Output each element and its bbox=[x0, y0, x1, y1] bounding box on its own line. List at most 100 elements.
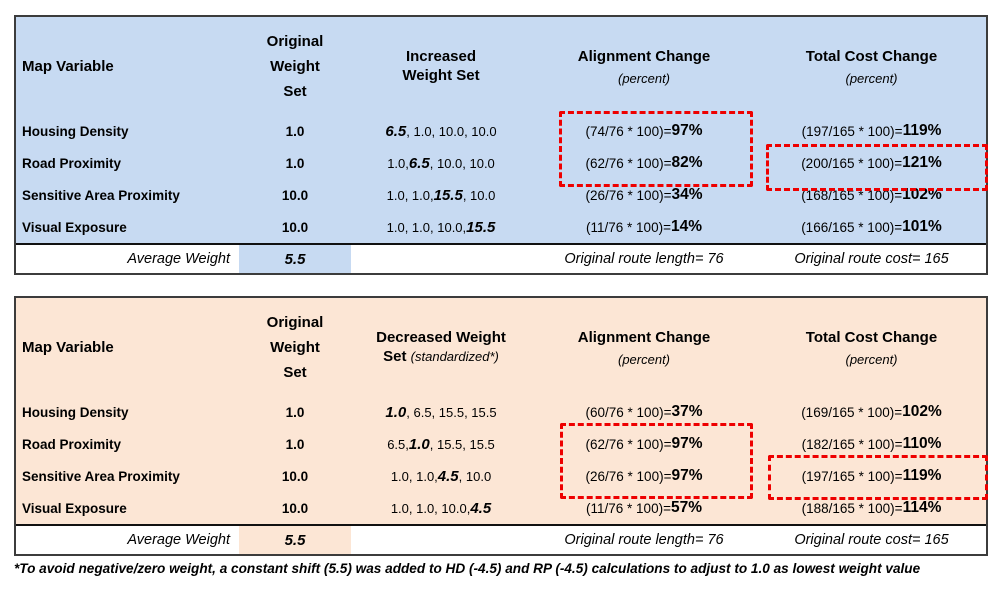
header-weight-set-note: (standardized*) bbox=[410, 349, 499, 364]
alignment-change-cell: (62/76 * 100)= 97% bbox=[531, 428, 757, 460]
table-row: Housing Density 1.0 1.0 , 6.5, 15.5, 15.… bbox=[16, 396, 986, 428]
original-route-length: Original route length= 76 bbox=[564, 532, 724, 548]
header-original-weight-line2: Weight bbox=[270, 338, 320, 356]
weight-set-changed-value: 4.5 bbox=[470, 499, 492, 517]
table-row: Road Proximity 1.0 6.5, 1.0 , 15.5, 15.5… bbox=[16, 428, 986, 460]
alignment-change-cell: (26/76 * 100)= 34% bbox=[531, 179, 757, 211]
table-row: Visual Exposure 10.0 1.0, 1.0, 10.0, 4.5… bbox=[16, 492, 986, 524]
table-footer-row: Average Weight 5.5 Original route length… bbox=[16, 524, 986, 554]
map-variable-cell: Visual Exposure bbox=[22, 500, 127, 516]
header-weight-set-line2: Set (standardized*) bbox=[383, 347, 499, 366]
map-variable-cell: Housing Density bbox=[22, 123, 129, 139]
cost-formula: (166/165 * 100)= bbox=[801, 219, 903, 235]
map-variable-cell: Sensitive Area Proximity bbox=[22, 468, 180, 484]
weight-set-after: , 1.0, 10.0, 10.0 bbox=[406, 123, 497, 139]
original-weight-cell: 10.0 bbox=[281, 468, 309, 484]
weight-set-cell: 6.5, 1.0 , 15.5, 15.5 bbox=[351, 428, 531, 460]
table-row: Visual Exposure 10.0 1.0, 1.0, 10.0, 15.… bbox=[16, 211, 986, 243]
cost-percent: 121% bbox=[902, 154, 942, 171]
alignment-percent: 14% bbox=[670, 218, 702, 235]
weight-set-after: , 10.0 bbox=[458, 468, 492, 484]
cost-change-cell: (169/165 * 100)= 102% bbox=[757, 396, 986, 428]
original-weight-cell: 1.0 bbox=[285, 123, 305, 139]
alignment-change-cell: (74/76 * 100)= 97% bbox=[531, 115, 757, 147]
cost-change-cell: (200/165 * 100)= 121% bbox=[757, 147, 986, 179]
cost-formula: (188/165 * 100)= bbox=[801, 500, 903, 516]
cost-change-cell: (197/165 * 100)= 119% bbox=[757, 115, 986, 147]
weight-set-cell: 6.5 , 1.0, 10.0, 10.0 bbox=[351, 115, 531, 147]
header-weight-set: Increased Weight Set bbox=[351, 17, 531, 115]
cost-formula: (169/165 * 100)= bbox=[801, 404, 903, 420]
average-weight-label: Average Weight bbox=[127, 251, 230, 267]
header-total-cost-change: Total Cost Change (percent) bbox=[757, 17, 986, 115]
alignment-change-cell: (11/76 * 100)= 14% bbox=[531, 211, 757, 243]
cost-change-cell: (182/165 * 100)= 110% bbox=[757, 428, 986, 460]
cost-formula: (168/165 * 100)= bbox=[801, 187, 903, 203]
weight-set-after: , 6.5, 15.5, 15.5 bbox=[406, 404, 497, 420]
average-weight-label: Average Weight bbox=[127, 532, 230, 548]
weight-set-changed-value: 15.5 bbox=[466, 218, 496, 236]
header-original-weight-line1: Original bbox=[266, 32, 324, 50]
header-alignment-subtitle: (percent) bbox=[617, 351, 671, 367]
alignment-change-cell: (60/76 * 100)= 37% bbox=[531, 396, 757, 428]
header-weight-set-line2-text: Set bbox=[383, 348, 407, 365]
weight-set-changed-value: 1.0 bbox=[385, 403, 407, 421]
cost-formula: (197/165 * 100)= bbox=[801, 468, 903, 484]
alignment-percent: 57% bbox=[670, 499, 702, 516]
weight-set-after: , 10.0 bbox=[462, 187, 496, 203]
alignment-percent: 34% bbox=[671, 186, 703, 203]
header-original-weight-line1: Original bbox=[266, 313, 324, 331]
map-variable-cell: Road Proximity bbox=[22, 155, 122, 171]
weight-set-cell: 1.0, 1.0, 15.5 , 10.0 bbox=[351, 179, 531, 211]
alignment-percent: 97% bbox=[671, 467, 703, 484]
map-variable-cell: Visual Exposure bbox=[22, 219, 127, 235]
cost-percent: 102% bbox=[902, 403, 942, 420]
table-header-row: Map Variable Original Weight Set Decreas… bbox=[16, 298, 986, 396]
alignment-percent: 37% bbox=[671, 403, 703, 420]
header-cost-title: Total Cost Change bbox=[805, 47, 938, 65]
weight-set-before: 1.0, 1.0, 10.0, bbox=[386, 219, 467, 235]
header-map-variable: Map Variable bbox=[22, 338, 114, 356]
header-weight-set-line1: Decreased Weight bbox=[376, 329, 506, 346]
cost-change-cell: (168/165 * 100)= 102% bbox=[757, 179, 986, 211]
table-footer-row: Average Weight 5.5 Original route length… bbox=[16, 243, 986, 273]
original-weight-cell: 1.0 bbox=[285, 155, 305, 171]
alignment-formula: (62/76 * 100)= bbox=[585, 155, 672, 171]
weight-set-changed-value: 6.5 bbox=[385, 122, 407, 140]
original-weight-cell: 1.0 bbox=[285, 404, 305, 420]
table-row: Road Proximity 1.0 1.0, 6.5 , 10.0, 10.0… bbox=[16, 147, 986, 179]
increased-weight-table: Map Variable Original Weight Set Increas… bbox=[14, 15, 988, 275]
cost-change-cell: (188/165 * 100)= 114% bbox=[757, 492, 986, 524]
alignment-percent: 82% bbox=[671, 154, 703, 171]
map-variable-cell: Road Proximity bbox=[22, 436, 122, 452]
map-variable-cell: Housing Density bbox=[22, 404, 129, 420]
weight-set-cell: 1.0 , 6.5, 15.5, 15.5 bbox=[351, 396, 531, 428]
alignment-change-cell: (26/76 * 100)= 97% bbox=[531, 460, 757, 492]
weight-set-cell: 1.0, 6.5 , 10.0, 10.0 bbox=[351, 147, 531, 179]
cost-percent: 114% bbox=[902, 499, 942, 516]
weight-set-changed-value: 4.5 bbox=[437, 467, 459, 485]
weight-set-before: 1.0, 1.0, 10.0, bbox=[390, 500, 471, 516]
decreased-weight-table: Map Variable Original Weight Set Decreas… bbox=[14, 296, 988, 556]
footer-spacer bbox=[351, 245, 531, 273]
header-alignment-subtitle: (percent) bbox=[617, 70, 671, 86]
average-weight-value: 5.5 bbox=[239, 245, 351, 273]
cost-formula: (197/165 * 100)= bbox=[801, 123, 903, 139]
header-alignment-change: Alignment Change (percent) bbox=[531, 298, 757, 396]
table-row: Sensitive Area Proximity 10.0 1.0, 1.0, … bbox=[16, 460, 986, 492]
cost-percent: 110% bbox=[902, 435, 942, 452]
cost-change-cell: (197/165 * 100)= 119% bbox=[757, 460, 986, 492]
header-alignment-title: Alignment Change bbox=[577, 328, 711, 346]
alignment-formula: (11/76 * 100)= bbox=[586, 500, 671, 516]
footnote: *To avoid negative/zero weight, a consta… bbox=[14, 561, 921, 576]
weight-set-changed-value: 6.5 bbox=[408, 154, 430, 172]
alignment-formula: (26/76 * 100)= bbox=[585, 468, 672, 484]
original-weight-cell: 10.0 bbox=[281, 219, 309, 235]
alignment-change-cell: (11/76 * 100)= 57% bbox=[531, 492, 757, 524]
header-total-cost-change: Total Cost Change (percent) bbox=[757, 298, 986, 396]
weight-set-before: 1.0, 1.0, bbox=[390, 468, 438, 484]
average-weight-value: 5.5 bbox=[239, 526, 351, 554]
table-row: Sensitive Area Proximity 10.0 1.0, 1.0, … bbox=[16, 179, 986, 211]
weight-set-cell: 1.0, 1.0, 10.0, 4.5 bbox=[351, 492, 531, 524]
header-cost-subtitle: (percent) bbox=[845, 70, 898, 86]
